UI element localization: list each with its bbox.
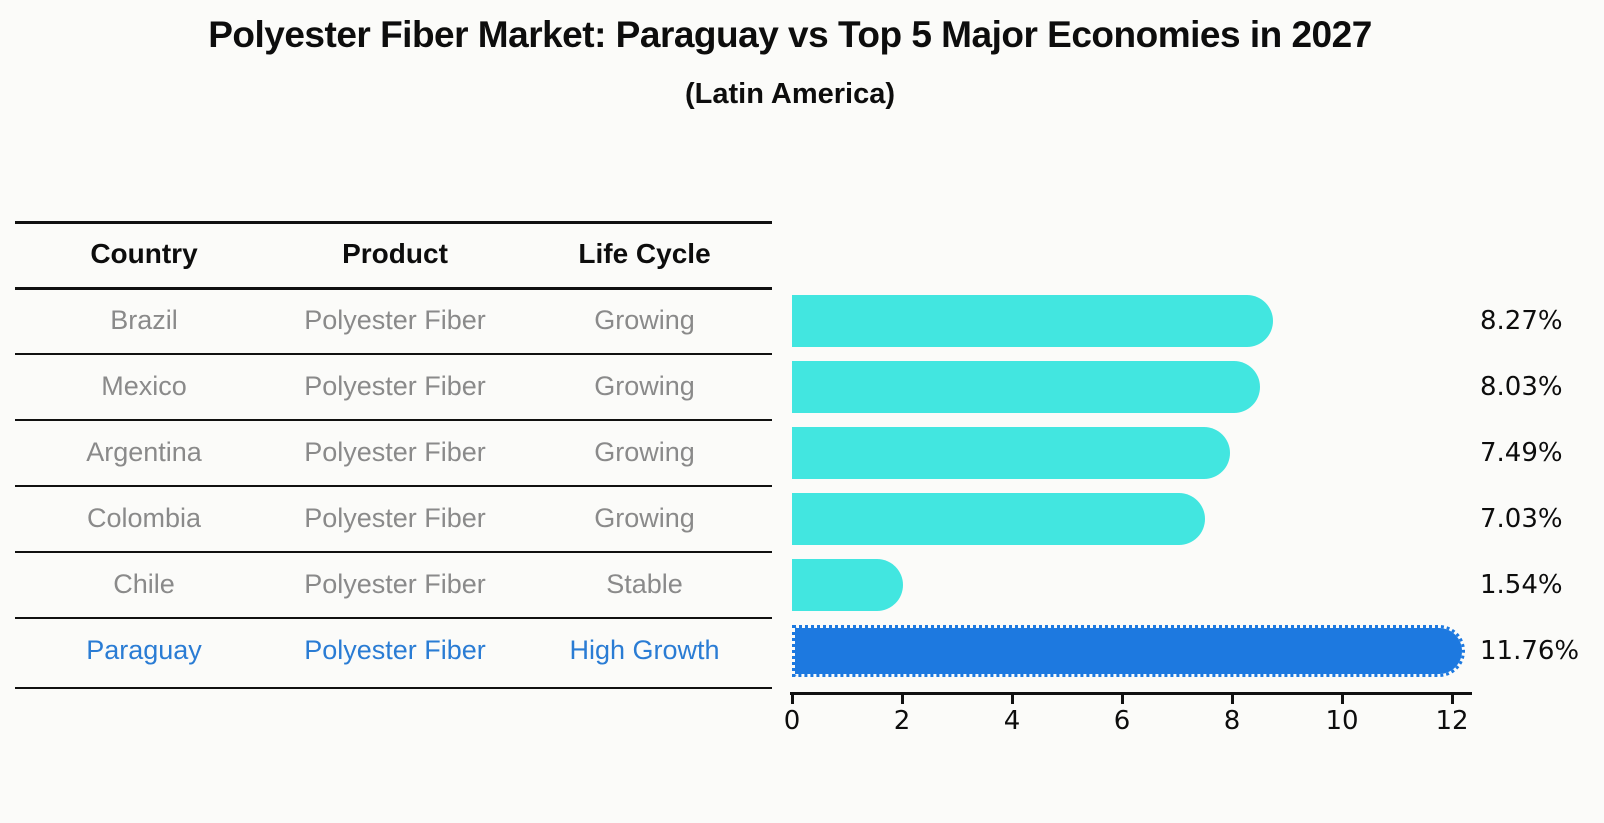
product-cell: Polyester Fiber xyxy=(304,568,486,599)
table-row: Brazil Polyester Fiber Growing xyxy=(15,287,772,353)
table-header-row: Country Product Life Cycle xyxy=(15,221,772,287)
country-cell: Brazil xyxy=(110,304,178,335)
lifecycle-cell: Growing xyxy=(594,370,695,401)
bar-paraguay xyxy=(792,625,1465,677)
table-row: Colombia Polyester Fiber Growing xyxy=(15,485,772,551)
country-cell: Mexico xyxy=(101,370,187,401)
lifecycle-cell: Stable xyxy=(606,568,683,599)
table-row-rule xyxy=(15,551,772,553)
table-header-rule xyxy=(15,287,772,290)
bar-argentina xyxy=(792,427,1230,479)
table-header-lifecycle: Life Cycle xyxy=(578,238,711,269)
product-cell: Polyester Fiber xyxy=(304,304,486,335)
x-axis-tick xyxy=(1451,695,1454,704)
x-axis-tick xyxy=(1011,695,1014,704)
table-top-rule xyxy=(15,221,772,224)
lifecycle-cell: Growing xyxy=(594,502,695,533)
table-row-rule xyxy=(15,419,772,421)
x-axis-tick-label: 12 xyxy=(1435,706,1469,736)
table-bottom-rule xyxy=(15,687,772,689)
x-axis-tick-label: 6 xyxy=(1113,706,1131,736)
x-axis-tick xyxy=(901,695,904,704)
bar-mexico xyxy=(792,361,1260,413)
country-cell: Chile xyxy=(113,568,175,599)
x-axis-tick xyxy=(1231,695,1234,704)
table-row: Argentina Polyester Fiber Growing xyxy=(15,419,772,485)
x-axis-tick xyxy=(1121,695,1124,704)
x-axis-tick xyxy=(791,695,794,704)
table-row-rule xyxy=(15,485,772,487)
bar-brazil xyxy=(792,295,1273,347)
product-cell: Polyester Fiber xyxy=(304,634,486,665)
country-cell: Paraguay xyxy=(86,634,202,665)
bar-colombia xyxy=(792,493,1205,545)
x-axis-tick-label: 0 xyxy=(783,706,801,736)
table-row-rule xyxy=(15,353,772,355)
x-axis-tick-label: 10 xyxy=(1325,706,1359,736)
table-header-country: Country xyxy=(90,238,198,269)
x-axis-tick-label: 2 xyxy=(893,706,911,736)
table-row: Paraguay Polyester Fiber High Growth xyxy=(15,617,772,683)
country-cell: Argentina xyxy=(86,436,202,467)
value-label-colombia: 7.03% xyxy=(1480,504,1563,534)
value-label-mexico: 8.03% xyxy=(1480,372,1563,402)
table-row: Mexico Polyester Fiber Growing xyxy=(15,353,772,419)
table-row: Chile Polyester Fiber Stable xyxy=(15,551,772,617)
table-header-product: Product xyxy=(342,238,448,269)
value-label-paraguay: 11.76% xyxy=(1480,636,1580,666)
value-label-argentina: 7.49% xyxy=(1480,438,1563,468)
page-subtitle: (Latin America) xyxy=(684,78,896,110)
country-cell: Colombia xyxy=(86,502,202,533)
value-label-brazil: 8.27% xyxy=(1480,306,1563,336)
product-cell: Polyester Fiber xyxy=(304,370,486,401)
product-cell: Polyester Fiber xyxy=(304,502,486,533)
table-row-rule xyxy=(15,617,772,619)
x-axis-tick-label: 8 xyxy=(1223,706,1241,736)
x-axis-tick-label: 4 xyxy=(1003,706,1021,736)
lifecycle-cell: Growing xyxy=(594,436,695,467)
lifecycle-cell: High Growth xyxy=(569,634,720,665)
value-label-chile: 1.54% xyxy=(1480,570,1563,600)
page-title: Polyester Fiber Market: Paraguay vs Top … xyxy=(208,14,1372,55)
x-axis-line xyxy=(790,692,1472,695)
bar-chile xyxy=(792,559,903,611)
x-axis-tick xyxy=(1341,695,1344,704)
product-cell: Polyester Fiber xyxy=(304,436,486,467)
lifecycle-cell: Growing xyxy=(594,304,695,335)
